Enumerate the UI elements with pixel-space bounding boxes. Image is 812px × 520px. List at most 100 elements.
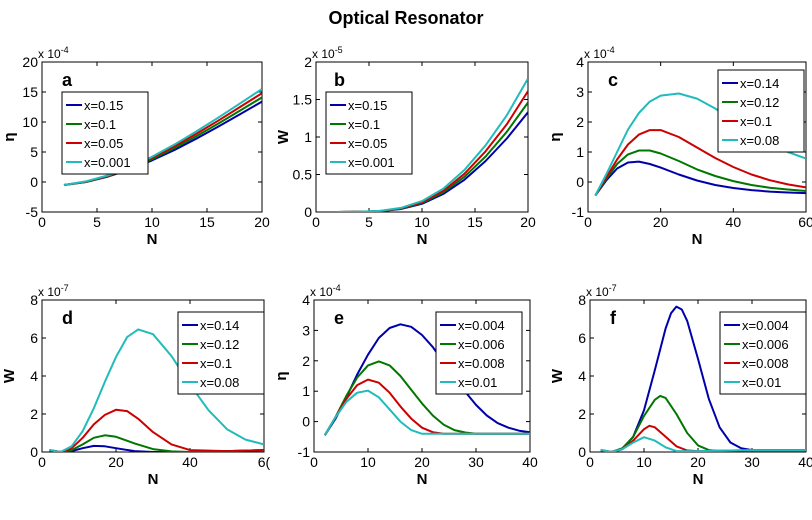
legend: x=0.15 x=0.1 x=0.05 x=0.001 <box>325 91 413 175</box>
legend: x=0.004 x=0.006 x=0.008 x=0.01 <box>435 311 523 395</box>
exponent-label: x 10-7 <box>586 283 617 299</box>
legend: x=0.004 x=0.006 x=0.008 x=0.01 <box>719 311 807 395</box>
y-axis-label: W <box>1 368 18 383</box>
exponent-label: x 10-4 <box>310 283 341 299</box>
y-tick-label: 6 <box>30 330 38 346</box>
y-tick-label: 8 <box>578 292 586 308</box>
x-tick-label: 40 <box>726 214 742 230</box>
y-axis-label: η <box>547 132 564 141</box>
x-tick-label: 15 <box>467 214 483 230</box>
x-tick-label: 60 <box>798 214 812 230</box>
legend-label: x=0.006 <box>742 337 789 352</box>
legend-label: x=0.008 <box>742 356 789 371</box>
y-tick-label: -1 <box>298 444 311 460</box>
x-tick-label: 40 <box>522 454 538 470</box>
y-tick-label: 3 <box>576 84 584 100</box>
y-tick-label: 0 <box>30 444 38 460</box>
figure-title: Optical Resonator <box>328 8 484 28</box>
exponent-power: -5 <box>335 45 343 55</box>
exponent-label: x 10-4 <box>584 45 615 61</box>
x-tick-label: 20 <box>520 214 536 230</box>
legend-label: x=0.05 <box>348 136 387 151</box>
x-tick-label: 20 <box>108 454 124 470</box>
legend: x=0.14 x=0.12 x=0.1 x=0.08 <box>717 69 805 153</box>
series-line-x=0.1 <box>49 408 264 452</box>
x-tick-label: 40 <box>182 454 198 470</box>
legend-label: x=0.08 <box>200 375 239 390</box>
legend-label: x=0.08 <box>740 133 779 148</box>
series-line-x=0.001 <box>337 78 528 212</box>
y-tick-label: 1.5 <box>293 92 313 108</box>
x-axis-label: N <box>147 231 158 248</box>
legend-label: x=0.14 <box>200 318 239 333</box>
exponent-label: x 10-4 <box>38 45 69 61</box>
x-axis-label: N <box>417 231 428 248</box>
series-line-x=0.004 <box>323 323 530 436</box>
y-tick-label: 0 <box>578 444 586 460</box>
y-axis-label: η <box>273 371 290 380</box>
y-tick-label: 20 <box>22 54 38 70</box>
legend-label: x=0.006 <box>458 337 505 352</box>
legend-label: x=0.15 <box>84 98 123 113</box>
x-tick-label: 20 <box>690 454 706 470</box>
series-line-x=0.12 <box>594 149 806 197</box>
panel-letter: c <box>608 70 618 90</box>
x-tick-label: 10 <box>636 454 652 470</box>
y-tick-label: 5 <box>30 144 38 160</box>
y-tick-label: 0 <box>576 174 584 190</box>
y-axis-label: η <box>1 132 18 141</box>
x-tick-label: 5 <box>93 214 101 230</box>
panel-letter: f <box>610 308 617 328</box>
legend-label: x=0.004 <box>742 318 789 333</box>
legend-label: x=0.01 <box>458 375 497 390</box>
legend-label: x=0.1 <box>200 356 232 371</box>
x-tick-label: 20 <box>414 454 430 470</box>
series-line-x=0.01 <box>323 389 530 436</box>
y-tick-label: 15 <box>22 84 38 100</box>
series-line-x=0.1 <box>594 129 806 197</box>
x-tick-label: 6( <box>258 454 271 470</box>
x-tick-label: 0 <box>38 454 46 470</box>
series-line-x=0.14 <box>594 160 806 197</box>
y-tick-label: 4 <box>30 368 38 384</box>
exponent-power: -4 <box>607 45 615 55</box>
panel-letter: e <box>334 308 344 328</box>
y-axis-label: W <box>549 368 566 383</box>
legend-label: x=0.004 <box>458 318 505 333</box>
legend-label: x=0.05 <box>84 136 123 151</box>
exponent-label: x 10-5 <box>312 45 343 61</box>
exponent-power: -4 <box>61 45 69 55</box>
legend-label: x=0.008 <box>458 356 505 371</box>
y-tick-label: 2 <box>304 54 312 70</box>
legend-label: x=0.001 <box>84 155 131 170</box>
x-axis-label: N <box>692 231 703 248</box>
x-tick-label: 15 <box>199 214 215 230</box>
y-tick-label: 1 <box>304 129 312 145</box>
exponent-power: -4 <box>333 283 341 293</box>
y-axis-label: W <box>275 129 292 144</box>
legend-label: x=0.1 <box>740 114 772 129</box>
legend-label: x=0.12 <box>200 337 239 352</box>
y-tick-label: 0.5 <box>293 167 313 183</box>
y-tick-label: 4 <box>302 292 310 308</box>
legend-label: x=0.1 <box>348 117 380 132</box>
y-tick-label: -1 <box>572 204 585 220</box>
y-tick-label: 2 <box>302 353 310 369</box>
x-axis-label: N <box>148 471 159 488</box>
y-tick-label: 1 <box>576 144 584 160</box>
x-tick-label: 40 <box>798 454 812 470</box>
panel-letter: d <box>62 308 73 328</box>
x-tick-label: 30 <box>468 454 484 470</box>
y-tick-label: 4 <box>578 368 586 384</box>
legend-label: x=0.01 <box>742 375 781 390</box>
series-line-x=0.08 <box>49 328 264 452</box>
x-tick-label: 20 <box>254 214 270 230</box>
legend-label: x=0.1 <box>84 117 116 132</box>
y-tick-label: 8 <box>30 292 38 308</box>
y-tick-label: 0 <box>302 414 310 430</box>
